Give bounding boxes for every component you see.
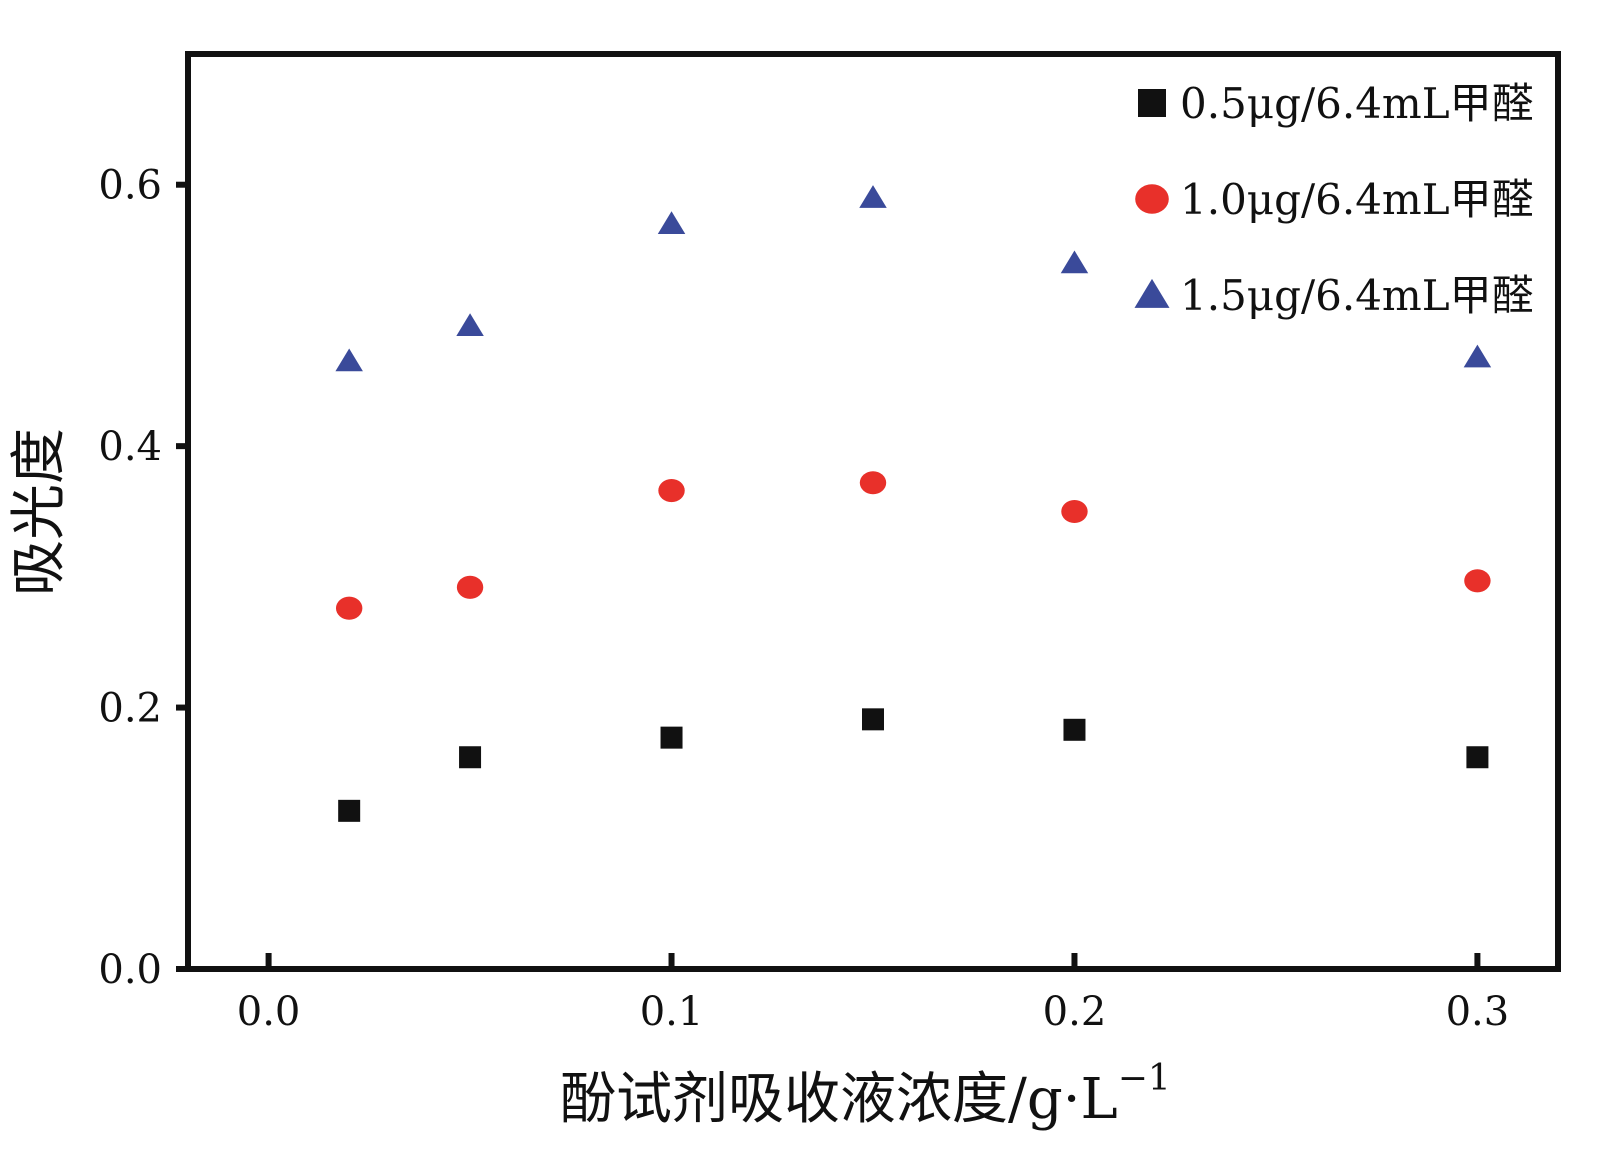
- x-tick-label: 0.1: [640, 989, 704, 1035]
- legend: 0.5μg/6.4mL甲醛 1.0μg/6.4mL甲醛 1.5μg/6.4mL甲醛: [1134, 79, 1534, 320]
- data-point-series-3: [1463, 344, 1492, 368]
- data-point-series-2: [859, 471, 887, 495]
- data-point-series-3: [335, 348, 363, 372]
- data-point-series-2: [456, 575, 484, 599]
- data-point-series-1: [862, 708, 884, 731]
- legend-marker-series-2: [1135, 184, 1169, 214]
- legend-marker-series-1: [1138, 89, 1166, 117]
- legend-label-series-3: 1.5μg/6.4mL甲醛: [1180, 271, 1534, 320]
- data-point-series-1: [459, 746, 482, 769]
- x-tick-label: 0.2: [1043, 989, 1107, 1035]
- data-point-series-3: [859, 185, 887, 208]
- data-points: [335, 185, 1492, 822]
- data-point-series-2: [658, 479, 685, 503]
- data-point-series-1: [1063, 718, 1086, 741]
- x-tick-label: 0.0: [237, 989, 301, 1035]
- x-axis-ticks: 0.0 0.1 0.2 0.3: [237, 953, 1509, 1035]
- data-point-series-2: [1061, 499, 1088, 524]
- data-point-series-1: [660, 726, 683, 749]
- legend-label-series-2: 1.0μg/6.4mL甲醛: [1180, 175, 1534, 224]
- y-tick-label: 0.2: [98, 686, 162, 732]
- data-point-series-1: [338, 799, 361, 822]
- y-tick-label: 0.6: [98, 163, 162, 209]
- y-tick-label: 0.4: [98, 424, 162, 470]
- y-axis-ticks: 0.0 0.2 0.4 0.6: [98, 163, 188, 993]
- x-axis-title-text: 酚试剂吸收液浓度/g·L: [560, 1067, 1118, 1132]
- data-point-series-3: [1060, 250, 1089, 274]
- y-tick-label: 0.0: [98, 947, 162, 993]
- data-point-series-3: [657, 211, 686, 235]
- legend-label-series-1: 0.5μg/6.4mL甲醛: [1180, 79, 1534, 128]
- data-point-series-1: [1466, 746, 1489, 769]
- data-point-series-2: [335, 596, 363, 620]
- x-tick-label: 0.3: [1446, 989, 1510, 1035]
- x-axis-title: 酚试剂吸收液浓度/g·L−1: [560, 1058, 1171, 1132]
- y-axis-title: 吸光度: [7, 428, 72, 596]
- data-point-series-3: [456, 313, 484, 337]
- legend-marker-series-3: [1134, 278, 1170, 308]
- x-axis-title-superscript: −1: [1118, 1058, 1171, 1099]
- data-point-series-2: [1464, 569, 1491, 593]
- plot-frame: [185, 51, 1561, 972]
